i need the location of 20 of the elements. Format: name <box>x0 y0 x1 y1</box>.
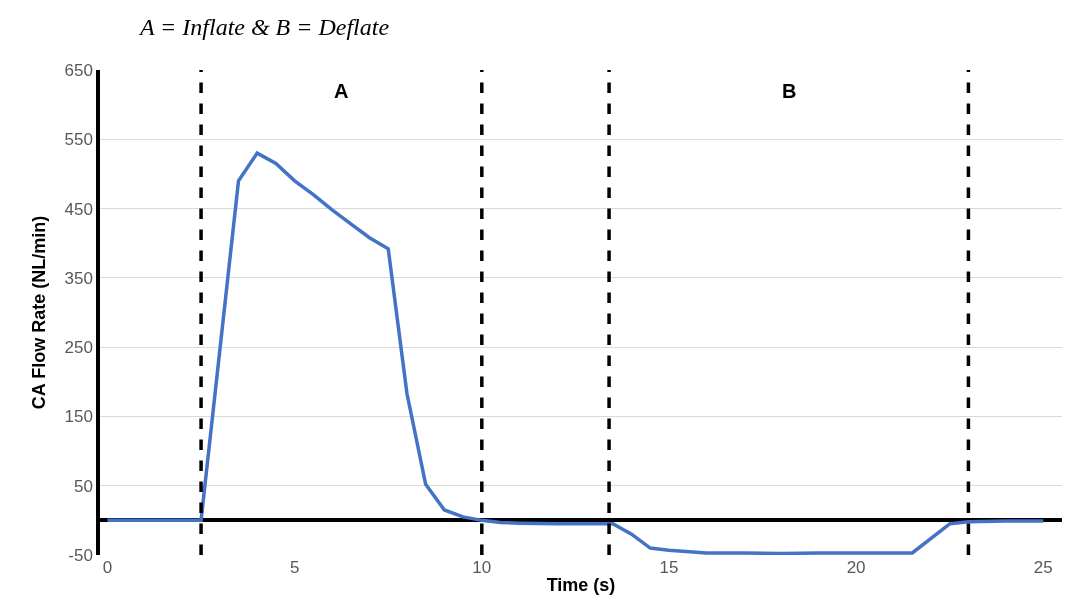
x-tick-label: 20 <box>846 558 866 577</box>
x-tick-label: 15 <box>659 558 679 577</box>
y-axis-title: CA Flow Rate (NL/min) <box>29 215 50 410</box>
x-tick-label: 5 <box>289 558 300 577</box>
y-tick-label: -50 <box>68 545 93 565</box>
annotation: A <box>334 80 349 102</box>
chart-title: A = Inflate & B = Deflate <box>137 13 390 40</box>
x-axis-title: Time (s) <box>546 575 616 596</box>
y-tick-label: 350 <box>64 268 93 288</box>
y-tick-label: 250 <box>64 338 93 358</box>
y-tick-label: 450 <box>64 199 93 219</box>
x-tick-label: 0 <box>102 558 113 577</box>
x-tick-label: 10 <box>472 558 492 577</box>
y-tick-label: 150 <box>64 407 93 427</box>
line-series <box>105 151 1046 555</box>
x-tick-label: 25 <box>1033 558 1053 577</box>
y-tick-label: 650 <box>64 60 93 80</box>
y-tick-label: 550 <box>64 130 93 150</box>
y-tick-label: 50 <box>73 476 93 496</box>
annotation: B <box>782 80 797 102</box>
